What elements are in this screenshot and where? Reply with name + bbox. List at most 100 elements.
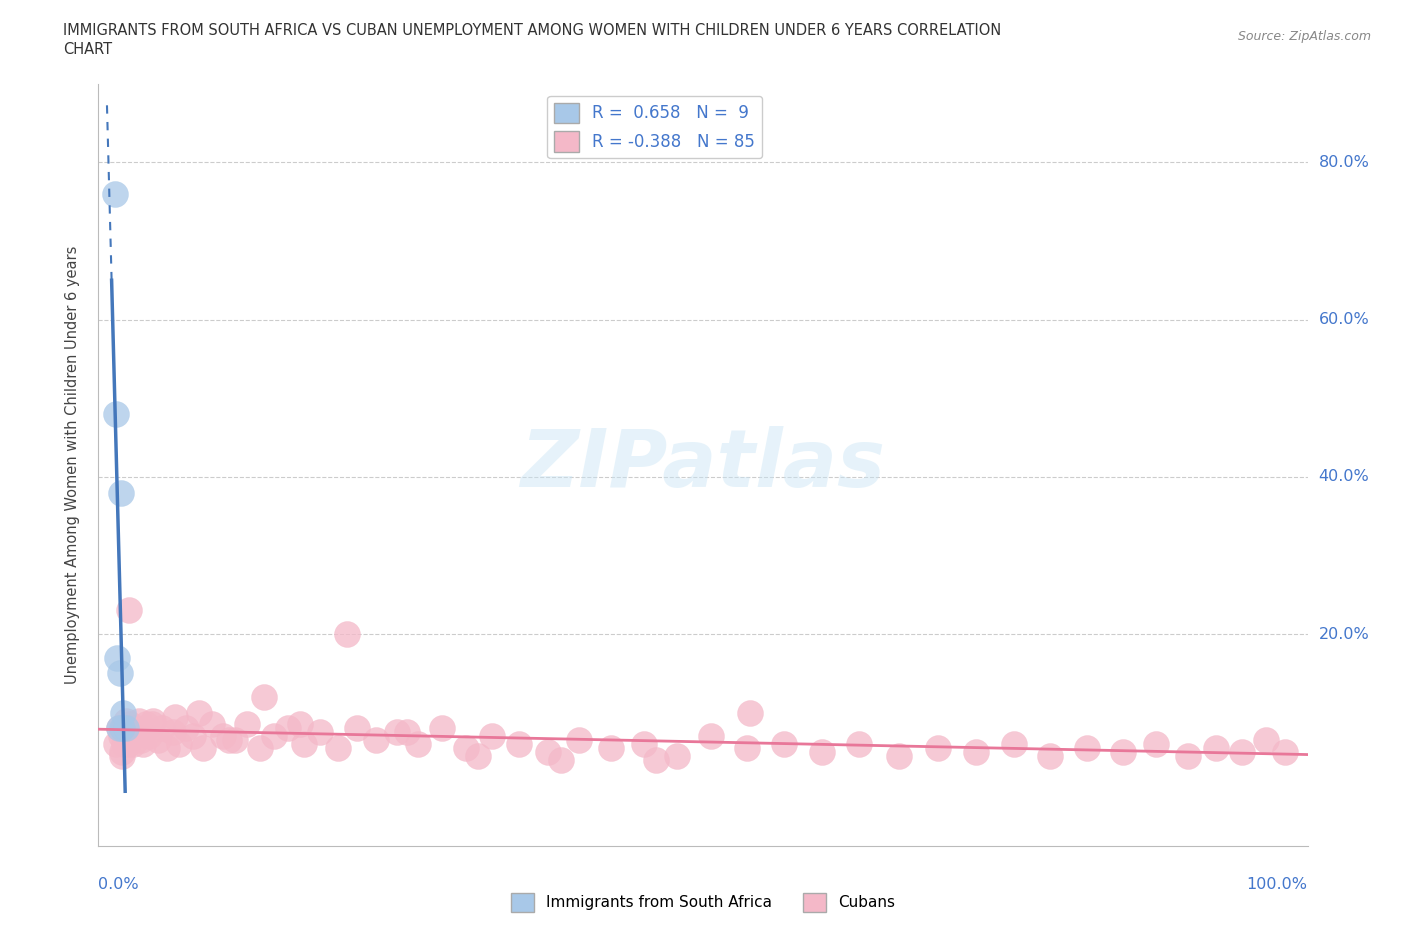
Point xyxy=(1111,745,1133,760)
Point xyxy=(111,721,134,736)
Point xyxy=(665,749,688,764)
Point xyxy=(927,740,949,755)
Point xyxy=(537,745,560,760)
Point xyxy=(181,729,204,744)
Point xyxy=(105,406,128,421)
Point xyxy=(167,737,190,751)
Point xyxy=(408,737,430,751)
Point xyxy=(567,733,589,748)
Point xyxy=(138,729,160,744)
Point xyxy=(201,717,224,732)
Point xyxy=(292,737,315,751)
Point xyxy=(118,603,141,618)
Text: 60.0%: 60.0% xyxy=(1319,312,1369,327)
Point xyxy=(633,737,655,751)
Point xyxy=(395,724,418,739)
Point xyxy=(288,717,311,732)
Point xyxy=(121,737,143,751)
Point xyxy=(107,721,129,736)
Legend: Immigrants from South Africa, Cubans: Immigrants from South Africa, Cubans xyxy=(505,887,901,918)
Text: IMMIGRANTS FROM SOUTH AFRICA VS CUBAN UNEMPLOYMENT AMONG WOMEN WITH CHILDREN UND: IMMIGRANTS FROM SOUTH AFRICA VS CUBAN UN… xyxy=(63,23,1001,38)
Point xyxy=(165,710,187,724)
Legend: R =  0.658   N =  9, R = -0.388   N = 85: R = 0.658 N = 9, R = -0.388 N = 85 xyxy=(547,96,762,158)
Point xyxy=(105,737,128,751)
Text: 20.0%: 20.0% xyxy=(1319,627,1369,642)
Text: Source: ZipAtlas.com: Source: ZipAtlas.com xyxy=(1237,30,1371,43)
Point xyxy=(467,749,489,764)
Point xyxy=(212,729,235,744)
Point xyxy=(114,721,136,736)
Point xyxy=(114,713,136,728)
Point xyxy=(115,729,138,744)
Point xyxy=(156,740,179,755)
Point xyxy=(346,721,368,736)
Text: 80.0%: 80.0% xyxy=(1319,154,1369,170)
Point xyxy=(218,733,240,748)
Point xyxy=(253,689,276,704)
Text: 40.0%: 40.0% xyxy=(1319,470,1369,485)
Point xyxy=(105,650,128,665)
Point xyxy=(481,729,503,744)
Point xyxy=(326,740,349,755)
Point xyxy=(1076,740,1098,755)
Point xyxy=(120,717,142,732)
Point xyxy=(188,705,211,720)
Point xyxy=(735,740,758,755)
Point xyxy=(277,721,299,736)
Point xyxy=(644,752,666,767)
Point xyxy=(112,721,135,736)
Point xyxy=(117,737,139,751)
Point xyxy=(550,752,572,767)
Point xyxy=(117,733,139,748)
Point xyxy=(249,740,271,755)
Point xyxy=(772,737,794,751)
Point xyxy=(110,729,132,744)
Point xyxy=(174,721,197,736)
Text: ZIPatlas: ZIPatlas xyxy=(520,426,886,504)
Point xyxy=(152,721,174,736)
Point xyxy=(1177,749,1199,764)
Point xyxy=(599,740,621,755)
Point xyxy=(104,186,127,201)
Point xyxy=(700,729,723,744)
Point xyxy=(1205,740,1227,755)
Point xyxy=(121,729,143,744)
Point xyxy=(129,724,152,739)
Text: CHART: CHART xyxy=(63,42,112,57)
Point xyxy=(965,745,987,760)
Point xyxy=(162,724,184,739)
Point xyxy=(848,737,870,751)
Point xyxy=(112,705,135,720)
Point xyxy=(810,745,832,760)
Text: 100.0%: 100.0% xyxy=(1247,877,1308,892)
Point xyxy=(1274,745,1296,760)
Point xyxy=(191,740,214,755)
Point xyxy=(336,627,359,642)
Point xyxy=(114,737,136,751)
Point xyxy=(454,740,477,755)
Point xyxy=(235,717,257,732)
Point xyxy=(385,724,408,739)
Point xyxy=(129,733,152,748)
Point xyxy=(122,721,145,736)
Y-axis label: Unemployment Among Women with Children Under 6 years: Unemployment Among Women with Children U… xyxy=(65,246,80,684)
Point xyxy=(146,733,169,748)
Point xyxy=(132,737,155,751)
Point xyxy=(125,724,148,739)
Point xyxy=(1254,733,1277,748)
Point xyxy=(1144,737,1167,751)
Point xyxy=(740,705,762,720)
Point xyxy=(108,666,131,681)
Text: 0.0%: 0.0% xyxy=(98,877,139,892)
Point xyxy=(887,749,910,764)
Point xyxy=(128,713,150,728)
Point xyxy=(142,713,165,728)
Point xyxy=(107,721,129,736)
Point xyxy=(111,745,134,760)
Point xyxy=(1039,749,1062,764)
Point xyxy=(1002,737,1025,751)
Point xyxy=(364,733,387,748)
Point xyxy=(111,749,134,764)
Point xyxy=(309,724,332,739)
Point xyxy=(110,485,132,500)
